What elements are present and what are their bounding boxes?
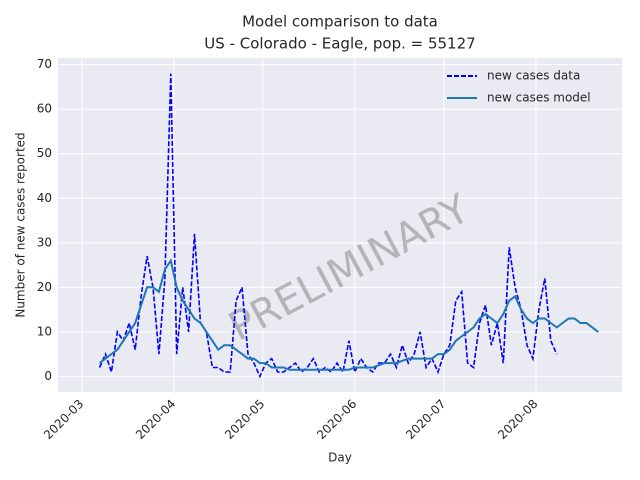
data-line bbox=[98, 258, 599, 371]
y-tick-label: 0 bbox=[44, 369, 52, 383]
x-tick-label: 2020-07 bbox=[403, 397, 448, 442]
x-tick-label: 2020-06 bbox=[314, 397, 359, 442]
y-tick-label: 10 bbox=[37, 324, 52, 338]
y-tick-label: 60 bbox=[37, 102, 52, 116]
x-tick-label: 2020-04 bbox=[133, 397, 178, 442]
y-tick-label: 40 bbox=[37, 191, 52, 205]
x-tick-label: 2020-08 bbox=[495, 397, 540, 442]
x-axis-label: Day bbox=[328, 451, 352, 465]
y-tick-label: 20 bbox=[37, 280, 52, 294]
x-tick-label: 2020-03 bbox=[41, 397, 86, 442]
plot-area bbox=[58, 58, 622, 392]
y-tick-label: 30 bbox=[37, 235, 52, 249]
y-tick-label: 70 bbox=[37, 57, 52, 71]
y-axis-label: Number of new cases reported bbox=[14, 132, 28, 317]
x-tick-label: 2020-05 bbox=[222, 397, 267, 442]
chart-title: Model comparison to data bbox=[242, 13, 438, 31]
legend-label: new cases data bbox=[487, 69, 580, 83]
chart-subtitle: US - Colorado - Eagle, pop. = 55127 bbox=[204, 35, 475, 53]
y-tick-label: 50 bbox=[37, 146, 52, 160]
legend-label: new cases model bbox=[487, 91, 591, 105]
